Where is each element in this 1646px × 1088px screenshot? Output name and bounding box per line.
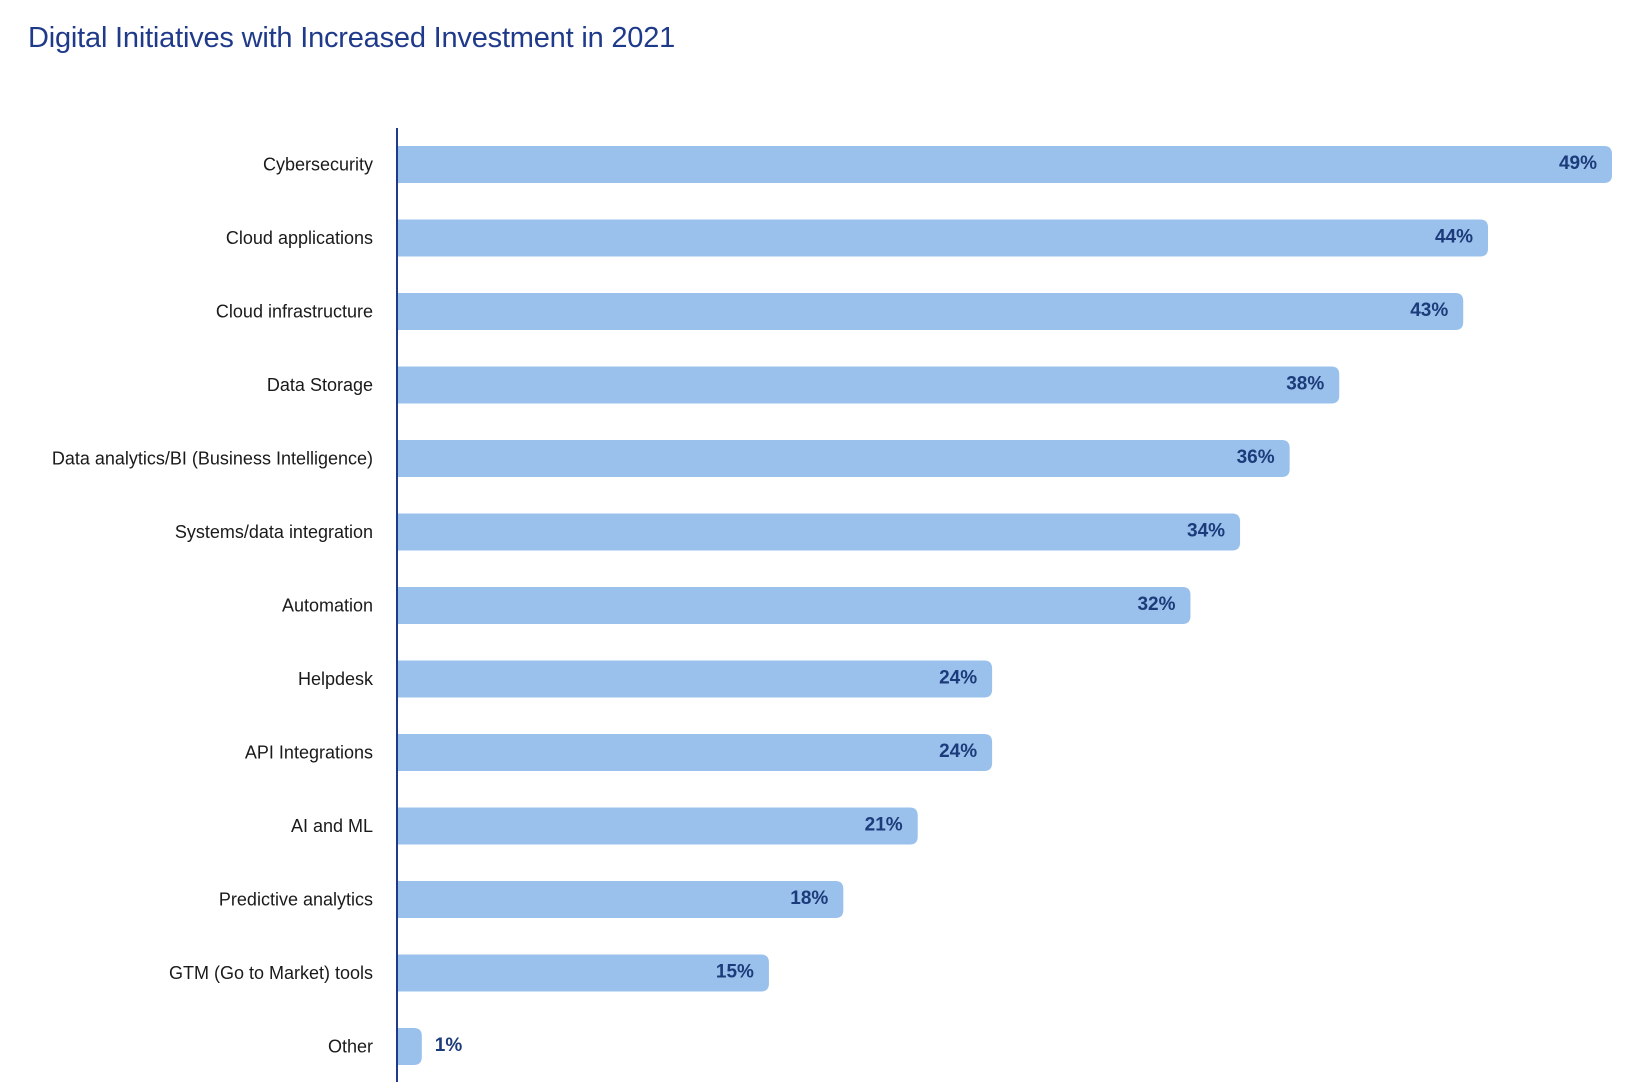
value-label: 49%: [1559, 153, 1597, 174]
bar-10: [397, 807, 918, 845]
value-label: 43%: [1410, 300, 1448, 321]
value-label: 24%: [939, 668, 977, 689]
category-label: Other: [328, 1037, 373, 1057]
value-label: 36%: [1237, 447, 1275, 468]
bar-9: [397, 734, 993, 771]
value-label: 32%: [1137, 594, 1175, 615]
bars-group: [397, 146, 1612, 1065]
bar-6: [397, 513, 1241, 551]
category-label: AI and ML: [291, 816, 373, 836]
value-label: 44%: [1435, 227, 1473, 248]
bar-4: [397, 366, 1340, 404]
bar-1: [397, 146, 1612, 183]
bar-13: [397, 1028, 422, 1065]
category-label: Predictive analytics: [219, 890, 373, 910]
category-label: Cloud applications: [226, 228, 373, 248]
chart-title: Digital Initiatives with Increased Inves…: [28, 22, 676, 54]
value-label: 38%: [1286, 374, 1324, 395]
value-label: 21%: [865, 815, 903, 836]
category-label: Automation: [282, 596, 373, 616]
category-label: Systems/data integration: [175, 522, 373, 542]
category-label: Helpdesk: [298, 669, 374, 689]
bar-11: [397, 881, 844, 918]
bar-7: [397, 587, 1191, 624]
category-labels-group: Cybersecurity Cloud applications Cloud inf…: [52, 155, 374, 1057]
value-labels-group: 49% 44% 43% 38% 36% 34% 32% 24% 24% 21% 18% 15% 1%: [435, 153, 1597, 1056]
category-label: Cybersecurity: [263, 155, 373, 175]
bar-2: [397, 219, 1489, 257]
bar-8: [397, 660, 993, 698]
bar-5: [397, 440, 1290, 477]
value-label: 15%: [716, 962, 754, 983]
value-label: 1%: [435, 1035, 463, 1056]
value-label: 24%: [939, 741, 977, 762]
category-label: Data analytics/BI (Business Intelligence…: [52, 449, 373, 469]
value-label: 18%: [790, 888, 828, 909]
category-label: API Integrations: [245, 743, 373, 763]
value-label: 34%: [1187, 521, 1225, 542]
bar-12: [397, 954, 769, 992]
category-label: GTM (Go to Market) tools: [169, 963, 373, 983]
category-label: Data Storage: [267, 375, 373, 395]
category-label: Cloud infrastructure: [216, 302, 373, 322]
bar-3: [397, 293, 1464, 330]
